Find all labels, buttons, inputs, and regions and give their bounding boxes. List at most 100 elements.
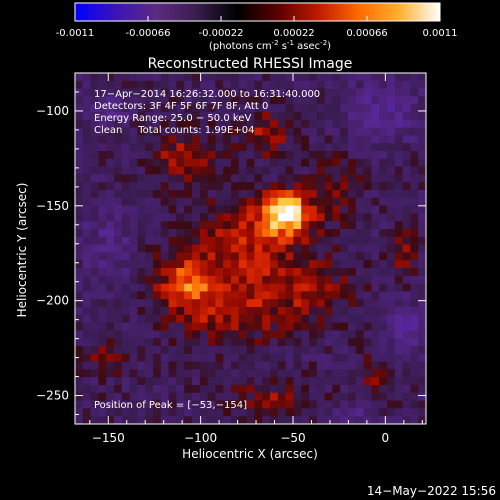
heatmap-cell <box>348 346 357 355</box>
heatmap-cell <box>316 400 326 409</box>
heatmap-cell <box>301 104 310 113</box>
heatmap-cell <box>332 96 341 105</box>
heatmap-cell <box>114 283 123 292</box>
heatmap-cell <box>98 307 107 316</box>
heatmap-cell <box>176 275 185 285</box>
heatmap-cell <box>379 361 388 370</box>
heatmap-cell <box>285 244 294 253</box>
heatmap-cell <box>262 353 271 363</box>
heatmap-cell <box>309 205 318 214</box>
heatmap-cell <box>153 369 162 378</box>
heatmap-cell <box>114 205 123 214</box>
heatmap-cell <box>238 135 248 144</box>
heatmap-cell <box>332 377 341 386</box>
heatmap-cell <box>363 96 372 105</box>
heatmap-cell <box>293 369 302 378</box>
heatmap-cell <box>254 392 263 402</box>
heatmap-cell <box>160 400 170 409</box>
heatmap-cell <box>324 252 333 261</box>
heatmap-cell <box>215 408 224 417</box>
heatmap-cell <box>301 268 310 277</box>
heatmap-cell <box>387 127 396 136</box>
heatmap-cell <box>309 275 318 285</box>
heatmap-cell <box>145 400 154 409</box>
heatmap-cell <box>238 268 248 277</box>
heatmap-cell <box>246 197 255 207</box>
heatmap-cell <box>137 346 146 355</box>
heatmap-cell <box>387 221 396 230</box>
x-tick-label: 0 <box>382 431 390 445</box>
heatmap-cell <box>254 283 263 292</box>
heatmap-cell <box>394 104 404 113</box>
heatmap-cell <box>121 135 131 144</box>
heatmap-cell <box>270 236 279 246</box>
heatmap-cell <box>355 96 365 105</box>
heatmap-cell <box>394 283 404 292</box>
heatmap-cell <box>114 291 123 300</box>
heatmap-cell <box>363 416 372 424</box>
heatmap-cell <box>324 268 333 277</box>
heatmap-cell <box>121 377 131 386</box>
heatmap-cell <box>285 299 294 308</box>
heatmap-cell <box>231 291 240 300</box>
heatmap-cell <box>231 322 240 331</box>
heatmap-cell <box>270 392 279 402</box>
heatmap-cell <box>363 260 372 269</box>
heatmap-cell <box>129 119 138 129</box>
heatmap-cell <box>363 400 372 409</box>
heatmap-cell <box>371 338 380 347</box>
heatmap-cell <box>223 88 232 97</box>
heatmap-cell <box>223 268 232 277</box>
heatmap-cell <box>246 353 255 363</box>
heatmap-cell <box>75 112 84 121</box>
heatmap-cell <box>363 158 372 168</box>
heatmap-cell <box>207 119 216 129</box>
heatmap-cell <box>387 322 396 331</box>
heatmap-cell <box>82 330 92 339</box>
heatmap-cell <box>176 330 185 339</box>
heatmap-cell <box>332 158 341 168</box>
heatmap-cell <box>332 385 341 394</box>
heatmap-cell <box>293 268 302 277</box>
heatmap-cell <box>98 213 107 222</box>
heatmap-cell <box>215 213 224 222</box>
heatmap-cell <box>254 268 263 277</box>
heatmap-cell <box>379 119 388 129</box>
heatmap-cell <box>277 260 287 269</box>
heatmap-cell <box>145 104 154 113</box>
colorbar-tick-label: 0.0011 <box>423 28 458 39</box>
heatmap-cell <box>82 283 92 292</box>
heatmap-cell <box>153 353 162 363</box>
heatmap-cell <box>402 229 411 238</box>
heatmap-cell <box>402 112 411 121</box>
heatmap-cell <box>90 283 99 292</box>
heatmap-cell <box>114 307 123 316</box>
heatmap-cell <box>153 174 162 183</box>
heatmap-cell <box>184 127 193 136</box>
heatmap-cell <box>402 361 411 370</box>
heatmap-cell <box>363 80 372 90</box>
heatmap-cell <box>168 205 177 214</box>
heatmap-cell <box>270 268 279 277</box>
heatmap-cell <box>82 416 92 424</box>
heatmap-cell <box>114 353 123 363</box>
heatmap-cell <box>106 127 115 136</box>
heatmap-cell <box>90 330 99 339</box>
heatmap-cell <box>293 252 302 261</box>
heatmap-cell <box>332 260 341 269</box>
heatmap-cell <box>160 158 170 168</box>
heatmap-cell <box>324 96 333 105</box>
heatmap-cell <box>184 143 193 152</box>
heatmap-cell <box>184 151 193 160</box>
heatmap-cell <box>199 166 209 175</box>
heatmap-cell <box>168 151 177 160</box>
heatmap-cell <box>348 229 357 238</box>
heatmap-cell <box>90 182 99 191</box>
heatmap-cell <box>82 385 92 394</box>
heatmap-cell <box>231 307 240 316</box>
heatmap-cell <box>168 127 177 136</box>
heatmap-cell <box>98 190 107 199</box>
heatmap-cell <box>129 346 138 355</box>
heatmap-cell <box>293 135 302 144</box>
heatmap-cell <box>223 338 232 347</box>
